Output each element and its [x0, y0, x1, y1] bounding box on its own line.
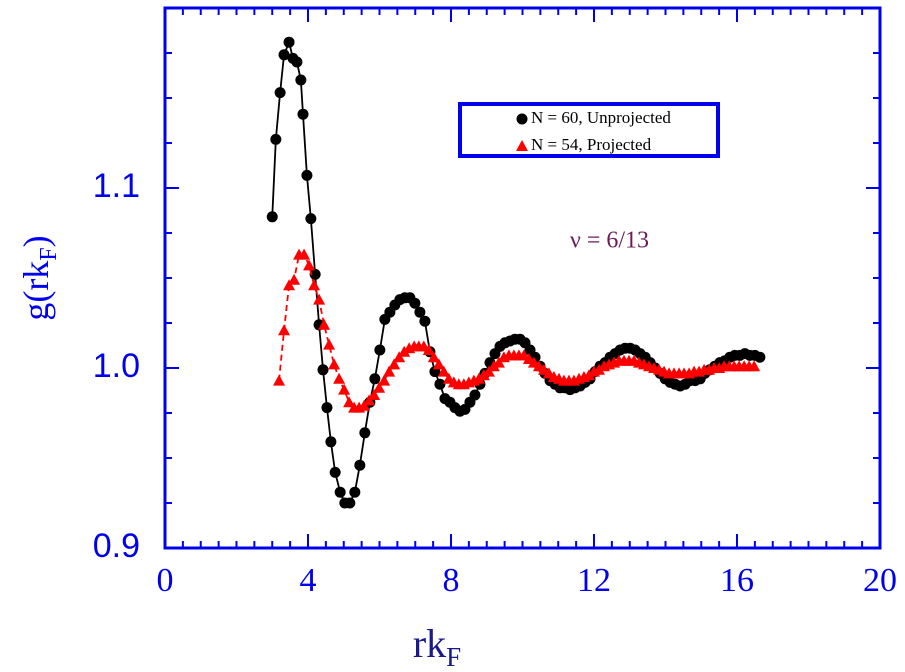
x-tick-label: 16	[720, 562, 754, 599]
point	[297, 108, 309, 120]
x-tick-label: 12	[577, 562, 611, 599]
point	[754, 351, 766, 363]
point	[398, 345, 411, 357]
point	[582, 369, 595, 381]
x-tick-label: 0	[157, 562, 174, 599]
point	[270, 133, 282, 145]
point	[343, 396, 356, 408]
point	[328, 358, 341, 370]
point	[593, 363, 606, 375]
point	[278, 324, 291, 336]
point	[748, 360, 761, 372]
x-tick-label: 20	[863, 562, 897, 599]
y-label-subscript: F	[36, 247, 62, 260]
point	[427, 351, 440, 363]
point	[368, 389, 381, 400]
legend-label: N = 54, Projected	[531, 135, 652, 154]
x-tick-label: 8	[443, 562, 460, 599]
point	[409, 297, 421, 309]
point	[309, 268, 321, 280]
point	[333, 372, 346, 384]
y-tick-label: 0.9	[93, 527, 140, 565]
x-label-subscript: F	[446, 642, 461, 672]
point	[303, 259, 316, 271]
point	[334, 486, 346, 498]
point	[323, 338, 336, 350]
point	[266, 211, 278, 223]
point	[422, 344, 435, 355]
point	[437, 365, 450, 377]
point	[305, 213, 317, 225]
point	[369, 373, 381, 385]
point	[432, 358, 445, 370]
point	[338, 383, 351, 395]
point	[291, 56, 303, 68]
y-label-suffix: )	[16, 235, 56, 247]
point	[469, 389, 481, 401]
point	[383, 365, 396, 377]
y-tick-label: 1.1	[93, 167, 140, 205]
point	[434, 378, 446, 390]
point	[301, 169, 313, 181]
point	[329, 466, 341, 478]
point	[274, 87, 286, 99]
point	[354, 459, 366, 471]
point	[419, 315, 431, 327]
point	[278, 49, 290, 61]
x-axis-label: rkF	[413, 621, 461, 672]
point	[373, 381, 386, 393]
point	[321, 402, 333, 414]
x-tick-label: 4	[300, 562, 317, 599]
point	[344, 497, 356, 509]
legend-marker	[516, 113, 528, 125]
point	[477, 369, 490, 381]
point	[318, 318, 331, 330]
point	[283, 36, 295, 48]
point	[308, 279, 321, 291]
legend-marker	[516, 140, 528, 151]
point	[359, 427, 371, 439]
point	[298, 248, 311, 260]
y-tick-label: 1.0	[93, 347, 140, 385]
point	[273, 374, 286, 386]
point	[288, 273, 301, 285]
point	[414, 306, 426, 318]
legend-label: N = 60, Unprojected	[531, 108, 671, 127]
y-axis-label: g(rkF)	[16, 235, 61, 320]
point	[325, 436, 337, 448]
point	[349, 486, 361, 498]
point	[313, 293, 326, 305]
annotation: ν = 6/13	[570, 228, 649, 254]
point	[487, 360, 500, 372]
point	[388, 358, 401, 370]
point	[317, 364, 329, 376]
x-label-text: rk	[413, 621, 446, 666]
plot-frame	[163, 6, 882, 550]
point	[374, 344, 386, 356]
point	[472, 372, 485, 384]
y-label-text: g(rk	[16, 261, 56, 321]
point	[295, 74, 307, 86]
legend-box	[458, 102, 720, 158]
point	[378, 374, 391, 386]
